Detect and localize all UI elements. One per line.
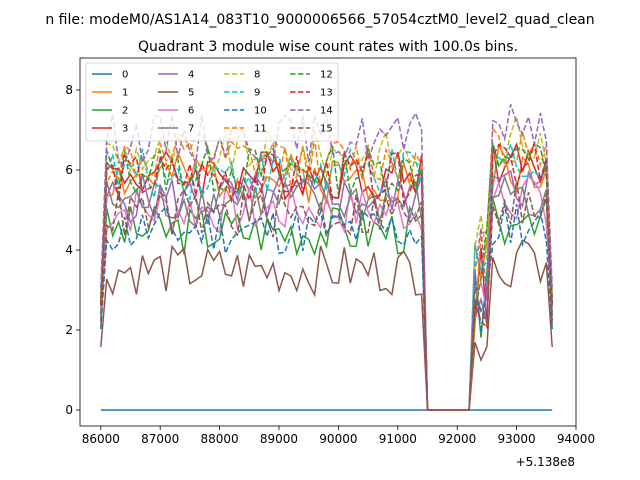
- series-line-5: [100, 239, 553, 411]
- legend-label: 0: [122, 70, 128, 81]
- y-tick-label: 4: [65, 243, 73, 257]
- x-tick-label: 90000: [319, 432, 357, 446]
- x-tick-label: 87000: [141, 432, 179, 446]
- legend-label: 14: [320, 106, 333, 117]
- x-tick-label: 89000: [260, 432, 298, 446]
- y-tick-label: 6: [65, 163, 73, 177]
- axes-frame: [79, 57, 577, 427]
- x-axis: 86000 87000 88000 89000 90000 91000 92000 93000…: [82, 426, 595, 446]
- series-line-13: [100, 143, 553, 411]
- x-tick-label: 88000: [200, 432, 238, 446]
- legend-label: 9: [254, 88, 260, 99]
- chart-title: Quadrant 3 module wise count rates with …: [138, 39, 518, 55]
- x-tick-label: 86000: [82, 432, 120, 446]
- legend-label: 6: [188, 106, 194, 117]
- legend-label: 10: [254, 106, 267, 117]
- series-line-15: [100, 180, 553, 411]
- x-tick-label: 93000: [498, 432, 536, 446]
- x-tick-label: 91000: [379, 432, 417, 446]
- y-tick-label: 8: [65, 83, 73, 97]
- legend-label: 8: [254, 70, 260, 81]
- figure-suptitle: n file: modeM0/AS1A14_083T10_9000006566_…: [45, 12, 594, 28]
- legend-label: 4: [188, 70, 194, 81]
- legend-label: 7: [188, 124, 194, 135]
- x-tick-label: 92000: [438, 432, 476, 446]
- legend-label: 5: [188, 88, 194, 99]
- legend-label: 15: [320, 124, 333, 135]
- y-tick-label: 2: [65, 323, 73, 337]
- x-tick-label: 94000: [557, 432, 595, 446]
- legend-box: [85, 62, 339, 142]
- y-axis: 0 2 4 6 8: [65, 83, 80, 417]
- legend-label: 13: [320, 88, 333, 99]
- legend-label: 2: [122, 106, 128, 117]
- legend-label: 3: [122, 124, 128, 135]
- y-tick-label: 0: [65, 403, 73, 417]
- x-offset-label: +5.138e8: [516, 455, 575, 469]
- legend-label: 12: [320, 70, 333, 81]
- legend-label: 11: [254, 124, 267, 135]
- series-layer: [100, 104, 553, 411]
- series-line-12: [100, 141, 553, 411]
- legend-label: 1: [122, 88, 128, 99]
